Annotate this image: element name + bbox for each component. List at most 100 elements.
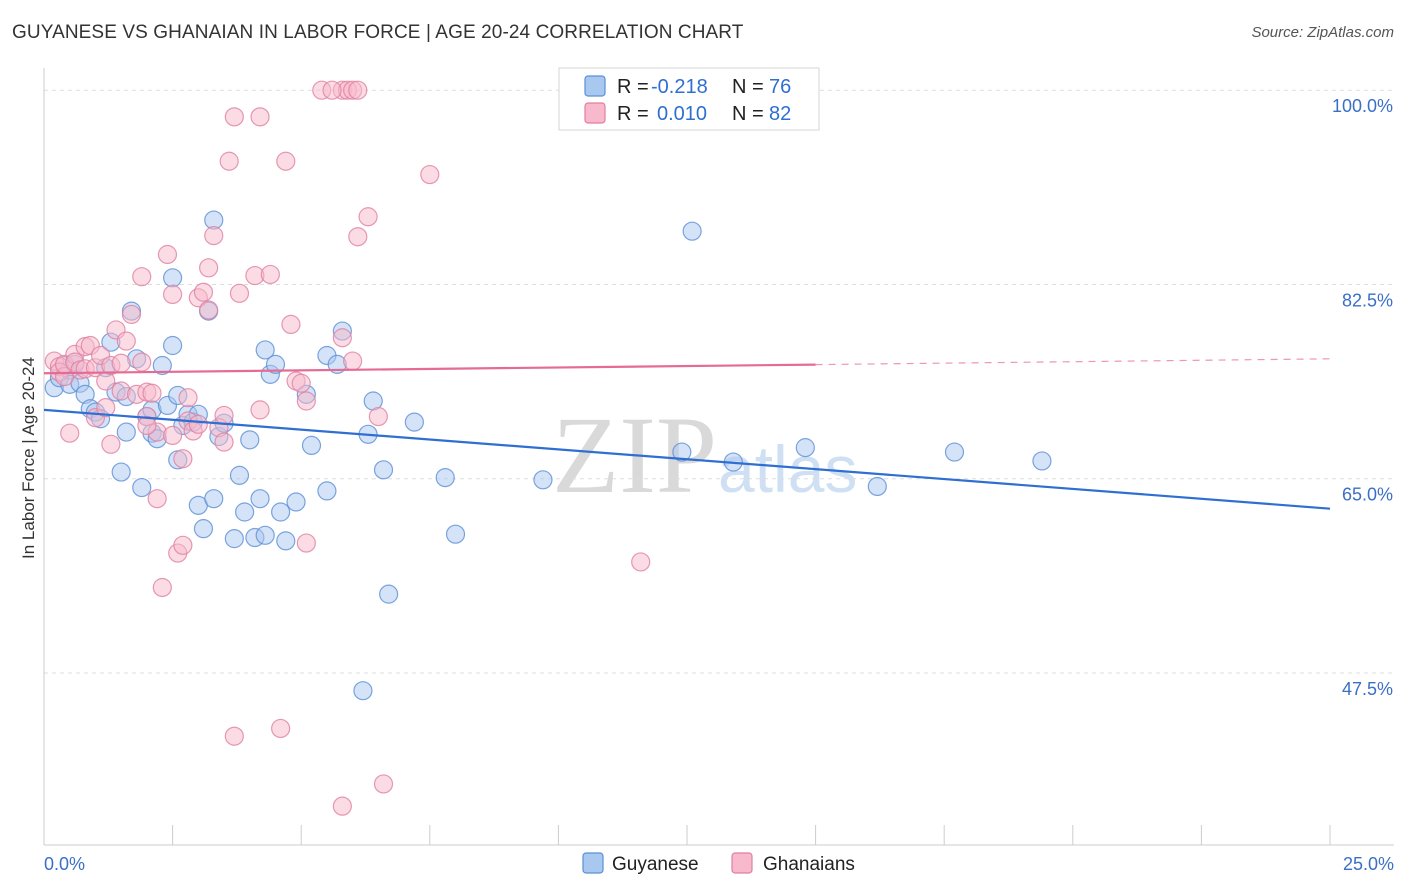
ghanaian-point (199, 258, 219, 278)
bottom-legend-swatch-ghanaian (731, 852, 753, 874)
ghanaian-point (60, 423, 80, 443)
y-tick-labels: 100.0% 82.5% 65.0% 47.5% (1332, 96, 1393, 699)
guyanese-point (533, 470, 553, 490)
guyanese-point (672, 442, 692, 462)
ghanaian-point (276, 151, 296, 171)
ghanaian-point (147, 489, 167, 509)
trend-lines (43, 358, 1331, 510)
ghanaian-point (332, 328, 352, 348)
legend-swatch-ghanaian (584, 102, 606, 124)
ghanaian-point (204, 226, 224, 246)
ghanaian-point (373, 774, 394, 794)
ghanaian-point (163, 284, 183, 305)
guyanese-point (286, 492, 306, 512)
guyanese-point (404, 412, 424, 432)
ghanaian-point (322, 80, 342, 100)
legend-n-label-guyanese: N = (732, 76, 764, 98)
guyanese-point (301, 435, 322, 455)
guyanese-point (111, 462, 131, 482)
bottom-legend: Guyanese Ghanaians (582, 852, 855, 875)
guyanese-point (240, 430, 260, 450)
guyanese-point (152, 355, 172, 376)
bottom-legend-label-guyanese: Guyanese (612, 854, 699, 875)
ghanaian-point (368, 406, 388, 427)
chart-title: GUYANESE VS GHANAIAN IN LABOR FORCE | AG… (12, 22, 744, 43)
ghanaian-point (271, 718, 291, 739)
x-tick-label-max: 25.0% (1343, 854, 1394, 874)
guyanese-point (255, 525, 275, 545)
guyanese-point (224, 529, 244, 549)
ghanaian-point (229, 283, 250, 303)
y-axis-label: In Labor Force | Age 20-24 (19, 357, 38, 559)
trend-line-extension-ghanaian (815, 358, 1331, 366)
ghanaian-point (631, 552, 651, 572)
ghanaian-point (199, 300, 219, 320)
legend-r-label-ghanaian: R = (617, 103, 649, 125)
ghanaian-point (173, 449, 193, 469)
ghanaian-point (132, 352, 152, 372)
ghanaian-point (219, 151, 239, 171)
ghanaian-point (420, 164, 440, 185)
guyanese-point (255, 340, 275, 360)
ghanaian-point (111, 353, 131, 373)
y-tick-label: 100.0% (1332, 96, 1393, 116)
guyanese-point (353, 681, 373, 701)
guyanese-point (271, 502, 291, 522)
series-ghanaian-points (44, 80, 651, 816)
guyanese-point (944, 442, 965, 462)
legend-n-value-guyanese: 76 (769, 76, 791, 98)
ghanaian-point (116, 331, 136, 351)
ghanaian-point (101, 434, 121, 454)
guyanese-point (276, 531, 296, 551)
x-ticks (43, 825, 1331, 845)
ghanaian-point (96, 398, 116, 418)
guyanese-point (795, 438, 815, 458)
legend-n-value-ghanaian: 82 (769, 103, 791, 125)
guyanese-point (379, 584, 399, 604)
legend-box: R = -0.218 N = 76 R = 0.010 N = 82 (558, 67, 820, 131)
guyanese-point (373, 460, 394, 480)
ghanaian-point (214, 405, 234, 426)
guyanese-point (132, 477, 152, 498)
grid-lines (44, 89, 1394, 674)
legend-r-value-ghanaian: 0.010 (657, 103, 707, 125)
watermark-atlas: atlas (718, 432, 857, 506)
ghanaian-point (178, 388, 198, 408)
trend-line-ghanaian (43, 363, 816, 375)
ghanaian-point (250, 107, 270, 127)
chart-source: Source: ZipAtlas.com (1251, 24, 1394, 41)
ghanaian-point (348, 227, 368, 247)
guyanese-point (682, 221, 702, 241)
ghanaian-point (250, 400, 270, 420)
ghanaian-point (224, 107, 244, 127)
ghanaian-point (193, 282, 214, 302)
guyanese-point (163, 268, 183, 288)
guyanese-point (265, 354, 286, 374)
ghanaian-point (137, 415, 157, 436)
ghanaian-point (291, 373, 311, 393)
bottom-legend-label-ghanaian: Ghanaians (763, 854, 855, 875)
ghanaian-point (281, 314, 301, 335)
ghanaian-point (358, 207, 378, 227)
guyanese-point (1032, 451, 1052, 471)
guyanese-point (317, 481, 337, 501)
ghanaian-point (111, 381, 131, 401)
guyanese-point (229, 465, 250, 485)
guyanese-point (116, 422, 136, 442)
ghanaian-point (121, 304, 142, 325)
ghanaian-point (343, 351, 363, 371)
guyanese-point (435, 467, 455, 488)
ghanaian-point (224, 726, 244, 746)
y-tick-label: 82.5% (1342, 290, 1393, 310)
ghanaian-point (132, 267, 152, 287)
ghanaian-point (173, 535, 193, 555)
guyanese-point (867, 476, 887, 497)
x-tick-label-min: 0.0% (44, 854, 85, 874)
guyanese-point (445, 524, 466, 544)
ghanaian-point (214, 432, 234, 452)
ghanaian-point (348, 80, 368, 100)
axes (43, 68, 1394, 846)
guyanese-point (250, 489, 270, 509)
ghanaian-point (260, 264, 280, 285)
